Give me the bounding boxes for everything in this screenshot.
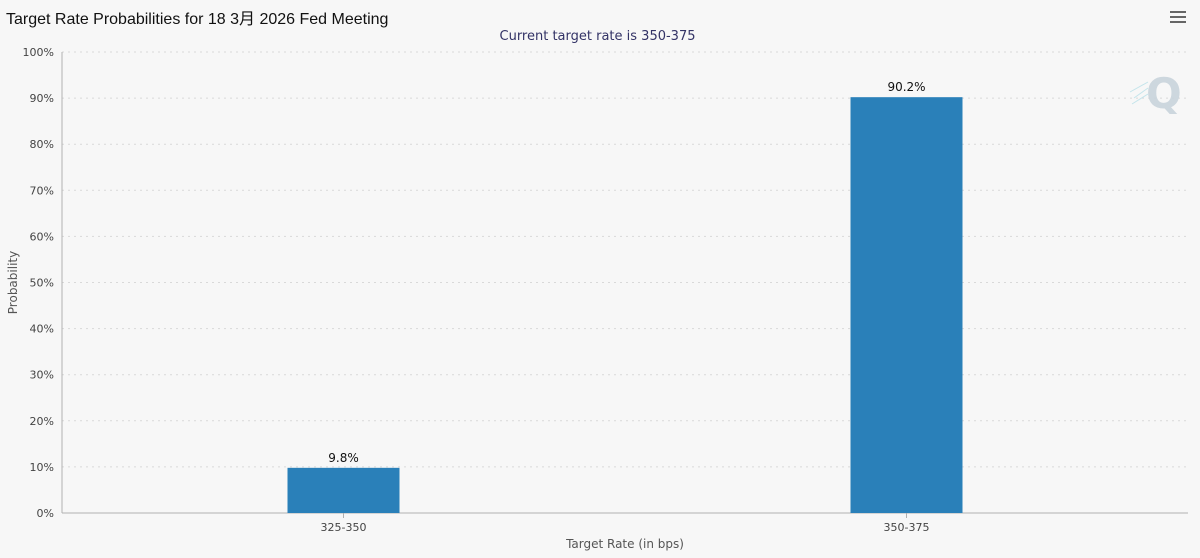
y-tick-label: 20% bbox=[30, 415, 54, 428]
y-tick-label: 90% bbox=[30, 92, 54, 105]
data-label: 9.8% bbox=[328, 451, 359, 465]
y-tick-label: 0% bbox=[37, 507, 54, 520]
chart-title: Target Rate Probabilities for 18 3月 2026… bbox=[6, 11, 389, 28]
hamburger-menu-icon[interactable] bbox=[1170, 11, 1186, 25]
x-tick-label: 350-375 bbox=[884, 521, 930, 534]
x-axis-title: Target Rate (in bps) bbox=[565, 537, 684, 551]
x-tick-label: 325-350 bbox=[321, 521, 367, 534]
y-tick-label: 60% bbox=[30, 230, 54, 243]
data-label: 90.2% bbox=[887, 80, 925, 94]
y-tick-label: 70% bbox=[30, 184, 54, 197]
y-tick-label: 30% bbox=[30, 369, 54, 382]
bar-350-375 bbox=[850, 97, 963, 513]
y-tick-label: 100% bbox=[23, 46, 54, 59]
watermark-logo-icon: Q bbox=[1129, 69, 1182, 118]
y-axis-title: Probability bbox=[6, 251, 20, 314]
y-tick-label: 50% bbox=[30, 277, 54, 290]
y-tick-label: 40% bbox=[30, 323, 54, 336]
bar-325-350 bbox=[287, 467, 400, 513]
chart-subtitle: Current target rate is 350-375 bbox=[499, 29, 696, 44]
y-tick-label: 10% bbox=[30, 461, 54, 474]
y-tick-label: 80% bbox=[30, 138, 54, 151]
svg-text:Q: Q bbox=[1146, 69, 1182, 118]
